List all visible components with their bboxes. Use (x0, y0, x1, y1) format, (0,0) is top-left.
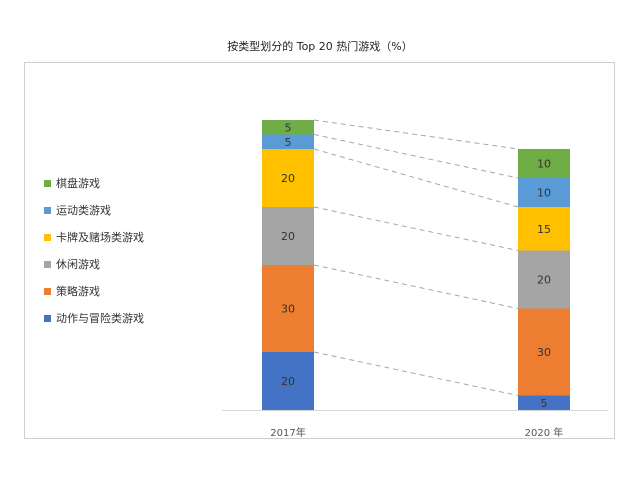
data-label: 30 (281, 303, 295, 316)
legend-swatch (44, 261, 51, 268)
bar-segment (518, 207, 570, 251)
legend-label: 动作与冒险类游戏 (56, 311, 144, 325)
legend-swatch (44, 288, 51, 295)
x-tick-label: 2020 年 (525, 426, 564, 439)
data-label: 10 (537, 158, 551, 171)
chart-frame (24, 62, 615, 439)
bar-segment (518, 178, 570, 207)
data-label: 5 (285, 121, 292, 134)
bar-segment (262, 149, 314, 207)
x-tick-label: 2017年 (270, 426, 305, 439)
connector-line (313, 134, 519, 179)
legend-swatch (44, 180, 51, 187)
connector-line (313, 148, 519, 208)
bar-segment (262, 265, 314, 352)
legend-swatch (44, 207, 51, 214)
chart-title: 按类型划分的 Top 20 热门游戏（%） (227, 40, 413, 53)
bar-segment (262, 352, 314, 410)
legend-label: 运动类游戏 (56, 203, 111, 217)
data-label: 5 (541, 397, 548, 410)
bar-segment (518, 250, 570, 309)
data-label: 20 (537, 274, 551, 287)
data-label: 30 (537, 346, 551, 359)
connector-line (313, 264, 519, 309)
bar-segment (262, 134, 314, 149)
data-label: 5 (285, 136, 292, 149)
bar-segment (518, 149, 570, 178)
data-label: 20 (281, 172, 295, 185)
data-label: 20 (281, 230, 295, 243)
legend-label: 休闲游戏 (56, 257, 100, 271)
legend-label: 策略游戏 (56, 284, 100, 298)
data-label: 15 (537, 223, 551, 236)
bar-segment (518, 308, 570, 396)
connector-line (313, 119, 519, 150)
legend-swatch (44, 234, 51, 241)
legend-label: 卡牌及赌场类游戏 (56, 230, 144, 244)
bar-segment (518, 395, 570, 410)
bar-segment (262, 207, 314, 265)
connector-line (313, 351, 519, 396)
data-label: 20 (281, 375, 295, 388)
data-label: 10 (537, 187, 551, 200)
legend-swatch (44, 315, 51, 322)
connector-line (313, 206, 519, 251)
legend-label: 棋盘游戏 (56, 176, 100, 190)
bar-segment (262, 120, 314, 135)
